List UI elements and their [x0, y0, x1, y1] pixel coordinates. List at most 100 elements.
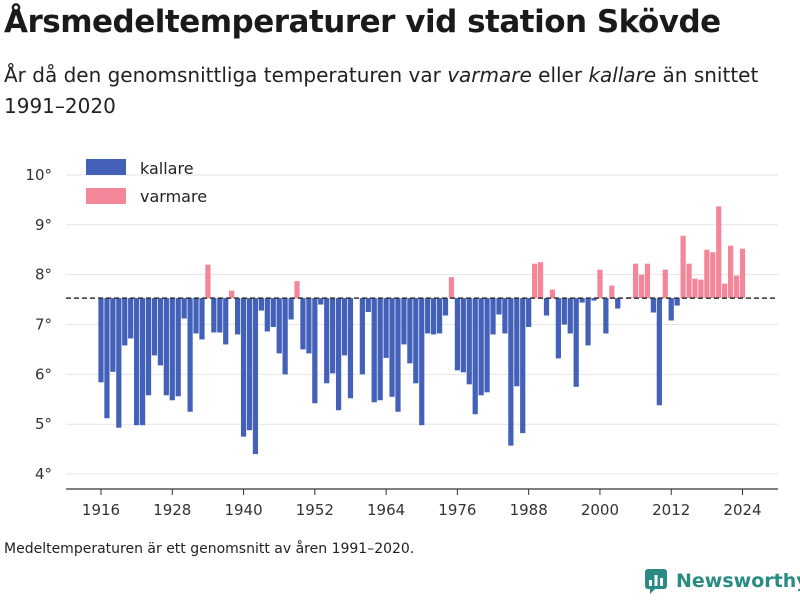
x-tick-label: 1940	[224, 501, 262, 519]
bar-1939	[235, 298, 241, 335]
subtitle-warm-word: varmare	[447, 63, 532, 87]
bar-1955	[330, 298, 336, 374]
bar-1992	[549, 289, 556, 299]
newsworthy-logo-icon	[645, 569, 667, 594]
y-tick-label: 10°	[25, 166, 52, 184]
y-tick-label: 8°	[35, 266, 52, 284]
bar-1973	[436, 298, 443, 334]
x-tick-label: 1988	[510, 501, 548, 519]
bar-1932	[193, 298, 199, 334]
bar-1929	[175, 298, 181, 397]
bar-1953	[318, 298, 324, 305]
bar-1921	[128, 298, 134, 339]
x-tick-label: 1952	[296, 501, 334, 519]
bar-1989	[531, 263, 538, 299]
brand[interactable]: Newsworthy	[644, 568, 800, 594]
bar-2021	[722, 283, 728, 299]
bar-1920	[122, 298, 128, 346]
legend-label-cold: kallare	[140, 159, 194, 178]
bar-2000	[597, 269, 603, 299]
bar-2020	[716, 206, 722, 299]
bar-1984	[502, 298, 508, 334]
bar-1924	[145, 298, 152, 396]
bar-1957	[341, 298, 348, 356]
page-title: Årsmedeltemperaturer vid station Skövde	[4, 4, 721, 40]
bar-1963	[377, 298, 383, 401]
bar-1990	[537, 262, 544, 299]
bar-1986	[514, 298, 520, 387]
bar-1982	[490, 298, 496, 335]
bar-1993	[555, 298, 561, 359]
bar-1942	[252, 298, 259, 455]
bar-1977	[460, 298, 466, 373]
bar-1948	[288, 298, 294, 320]
bar-1928	[169, 298, 175, 401]
bar-2017	[698, 279, 704, 299]
subtitle-cold-word: kallare	[588, 63, 657, 87]
bar-1943	[258, 298, 264, 311]
x-tick-label: 1916	[82, 501, 120, 519]
bar-1926	[157, 298, 164, 366]
bar-2012	[668, 298, 674, 321]
bar-1968	[407, 298, 413, 364]
subtitle-text-2: eller	[531, 63, 589, 87]
bar-1965	[389, 298, 395, 397]
bar-1966	[395, 298, 401, 412]
bar-1999	[591, 298, 597, 301]
bar-1922	[134, 298, 140, 426]
bar-1930	[181, 298, 187, 319]
x-tick-label: 2000	[581, 501, 619, 519]
bar-1988	[526, 298, 532, 327]
bar-2009	[650, 298, 657, 313]
bar-1985	[508, 298, 514, 446]
y-tick-label: 7°	[35, 315, 52, 333]
legend-label-warm: varmare	[140, 187, 207, 206]
bar-1951	[306, 298, 312, 354]
bar-1949	[294, 281, 300, 299]
bar-1936	[217, 298, 223, 333]
bar-1927	[163, 298, 169, 396]
subtitle-text-1: År då den genomsnittliga temperaturen va…	[4, 63, 448, 87]
bar-2001	[603, 298, 609, 334]
bar-1969	[413, 298, 419, 384]
bar-2011	[662, 269, 668, 299]
x-tick-label: 1928	[153, 501, 191, 519]
bar-1916	[98, 298, 104, 383]
bar-1917	[104, 298, 110, 419]
bar-2013	[674, 298, 680, 306]
y-tick-label: 4°	[35, 465, 52, 483]
bar-1962	[371, 298, 377, 403]
bar-2006	[632, 263, 639, 299]
y-tick-label: 9°	[35, 216, 52, 234]
bar-1987	[520, 298, 526, 434]
legend-swatch-warm	[86, 188, 126, 204]
bar-2010	[656, 298, 662, 406]
x-tick-label: 2024	[723, 501, 761, 519]
legend: kallare varmare	[86, 159, 207, 206]
bar-2002	[609, 285, 615, 299]
y-tick-label: 6°	[35, 365, 52, 383]
bar-1972	[431, 298, 437, 335]
bar-1950	[300, 298, 306, 350]
bar-1938	[229, 290, 235, 299]
bar-1960	[359, 298, 365, 375]
bar-2018	[704, 249, 710, 299]
bar-1931	[187, 298, 193, 412]
bar-2023	[733, 275, 740, 299]
chart-subtitle: År då den genomsnittliga temperaturen va…	[4, 60, 794, 122]
bar-1934	[205, 264, 211, 299]
bar-2016	[692, 278, 698, 299]
bar-2007	[638, 274, 645, 299]
bar-1971	[425, 298, 431, 334]
bar-2014	[680, 235, 686, 299]
bar-1991	[543, 298, 550, 316]
bar-1995	[567, 298, 573, 334]
bar-1997	[579, 298, 585, 303]
bar-2015	[686, 263, 692, 299]
bar-2019	[710, 252, 716, 299]
x-axis: 1916 1928 1940 1952 1964 1976 1988 2000 2012 2024	[66, 488, 778, 519]
subtitle-text-3: än snittet 1991–2020	[4, 63, 759, 118]
bar-1978	[466, 298, 472, 385]
bar-1954	[324, 298, 330, 384]
